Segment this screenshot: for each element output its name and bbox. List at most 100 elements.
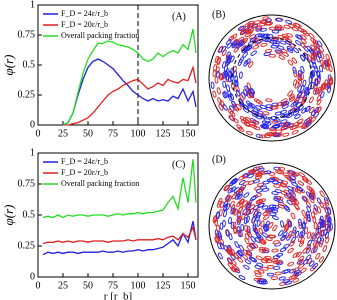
particle <box>309 48 315 56</box>
particle <box>297 105 304 111</box>
particle <box>306 211 311 219</box>
particle <box>251 110 258 115</box>
particle <box>316 70 320 78</box>
particle <box>255 26 263 31</box>
x-tick-label: 25 <box>58 128 68 139</box>
particle <box>282 51 289 57</box>
particle <box>240 119 248 125</box>
series-line <box>63 65 197 126</box>
particle <box>217 230 222 239</box>
particle <box>270 208 279 213</box>
particle <box>234 241 240 248</box>
particle <box>291 124 299 130</box>
particle <box>215 235 220 243</box>
particle <box>299 54 306 61</box>
y-tick-label: 0.5 <box>23 209 36 220</box>
particle <box>242 249 249 256</box>
particle <box>253 226 259 235</box>
particle <box>266 272 275 277</box>
particle <box>314 240 320 248</box>
particle <box>306 231 312 239</box>
particle <box>261 232 269 238</box>
particle <box>275 260 283 265</box>
particle <box>272 224 278 232</box>
particle <box>261 266 269 271</box>
particle <box>238 229 243 238</box>
particle <box>318 256 325 263</box>
particle <box>276 170 285 175</box>
particle <box>265 21 273 26</box>
particle <box>210 81 215 89</box>
particle <box>244 201 251 208</box>
particle <box>235 103 242 110</box>
particle <box>239 71 243 79</box>
particle <box>305 179 312 185</box>
particle <box>287 90 293 97</box>
particle <box>241 47 248 53</box>
particle <box>245 58 251 65</box>
particle <box>229 200 235 208</box>
particle <box>308 96 314 104</box>
particle <box>283 268 291 274</box>
particle <box>282 231 288 238</box>
particle <box>287 189 295 195</box>
particle <box>226 84 230 92</box>
particle <box>238 250 244 257</box>
particle <box>307 239 312 247</box>
particle <box>311 52 317 59</box>
particle <box>280 102 288 107</box>
particle <box>252 170 260 175</box>
particle <box>243 192 250 198</box>
particle <box>222 71 226 79</box>
particle <box>242 107 250 113</box>
particle <box>316 206 322 214</box>
particle <box>272 204 280 209</box>
x-tick-label: 50 <box>83 128 93 139</box>
particle <box>248 169 255 174</box>
particle <box>313 41 319 49</box>
particle <box>268 221 274 229</box>
particle <box>260 42 268 47</box>
particle <box>288 23 296 29</box>
particle <box>291 57 298 64</box>
particle <box>296 118 304 124</box>
particle <box>323 228 328 236</box>
particle <box>314 79 319 87</box>
x-tick-label: 100 <box>131 280 146 291</box>
particle <box>305 191 312 198</box>
particle <box>315 252 321 260</box>
particle <box>212 216 217 224</box>
particle <box>250 236 256 243</box>
particle <box>255 134 263 139</box>
particle <box>256 171 264 176</box>
particle <box>302 195 309 202</box>
particle <box>266 178 275 183</box>
particle <box>271 248 279 253</box>
particle <box>262 111 270 116</box>
particle <box>222 80 227 88</box>
particle <box>216 211 220 220</box>
particle <box>265 132 273 137</box>
particle <box>272 124 281 128</box>
particle <box>282 35 290 41</box>
particle <box>235 89 241 97</box>
particle <box>302 177 309 183</box>
particle <box>272 240 280 245</box>
particle <box>318 240 324 248</box>
particle <box>296 92 302 99</box>
particle <box>284 206 291 212</box>
series-line <box>62 28 197 126</box>
particle <box>240 223 245 232</box>
x-tick-label: 75 <box>108 128 118 139</box>
x-axis-label: r [r_b] <box>104 291 132 300</box>
particle <box>327 206 332 215</box>
particle <box>280 126 288 131</box>
particle <box>253 126 261 131</box>
particle <box>319 52 325 60</box>
particle <box>268 131 276 136</box>
particle <box>297 180 305 186</box>
particle <box>310 193 316 200</box>
particle <box>294 188 302 194</box>
particle <box>230 186 237 193</box>
y-axis-label: φ(r) <box>1 55 16 76</box>
